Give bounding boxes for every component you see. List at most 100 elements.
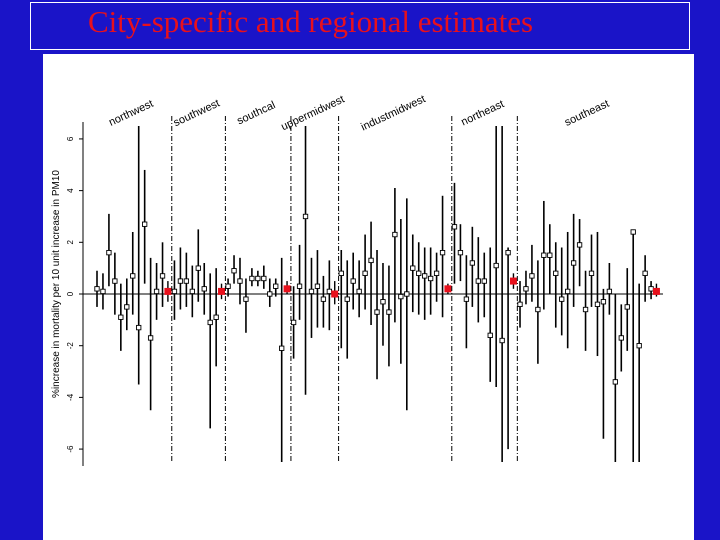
city-estimate (451, 224, 458, 230)
city-estimate (94, 286, 100, 292)
city-estimate (308, 288, 315, 295)
city-estimate (475, 278, 481, 284)
city-estimate (606, 288, 613, 295)
city-estimate (159, 273, 166, 279)
city-estimate (267, 291, 273, 297)
regional-estimate (164, 287, 172, 295)
city-estimate (261, 275, 267, 282)
city-estimate (380, 299, 386, 305)
city-estimate (570, 260, 577, 266)
city-estimate (642, 270, 648, 276)
city-estimate (523, 286, 529, 292)
city-estimate (505, 249, 511, 256)
city-estimate (648, 286, 654, 292)
city-estimate (356, 288, 362, 295)
city-estimate (618, 335, 624, 341)
city-estimate (279, 345, 285, 351)
city-estimate (118, 314, 124, 320)
regional-estimate (444, 285, 452, 293)
y-tick-label: -4 (66, 393, 75, 401)
city-estimate (594, 301, 601, 307)
city-estimate (481, 278, 487, 284)
region-label-northwest: northwest (107, 98, 155, 129)
city-estimate (142, 221, 148, 227)
city-estimate (553, 270, 559, 276)
city-estimate (350, 278, 356, 284)
city-estimate (112, 278, 118, 284)
city-estimate (612, 379, 618, 385)
city-estimate (255, 275, 261, 282)
city-estimate (487, 332, 493, 339)
forest-plot: %increase in mortality per 10 unit incre… (51, 93, 663, 466)
city-estimate (189, 288, 195, 295)
city-estimate (207, 319, 213, 326)
city-estimate (541, 252, 547, 258)
city-estimate (296, 283, 303, 289)
y-tick-label: 0 (66, 291, 75, 296)
city-estimate (439, 249, 446, 256)
city-estimate (153, 288, 160, 295)
city-estimate (410, 265, 416, 271)
city-estimate (344, 296, 350, 302)
city-estimate (565, 288, 571, 295)
regional-estimate (331, 290, 339, 298)
city-estimate (171, 288, 178, 295)
y-tick-label: 2 (66, 240, 75, 245)
city-estimate (398, 293, 404, 300)
city-estimate (588, 270, 595, 276)
city-estimate (326, 288, 333, 295)
region-label-southeast: southeast (563, 98, 611, 129)
city-estimate (231, 268, 237, 274)
city-estimate (368, 257, 374, 264)
city-estimate (422, 273, 428, 279)
regional-estimate (283, 285, 291, 293)
city-estimate (457, 249, 464, 256)
city-estimate (499, 337, 505, 344)
city-estimate (106, 249, 112, 256)
city-estimate (273, 283, 279, 289)
city-estimate (416, 270, 422, 276)
city-estimate (249, 275, 255, 282)
city-estimate (147, 335, 154, 341)
y-axis-label: %increase in mortality per 10 unit incre… (51, 170, 62, 398)
city-estimate (302, 213, 309, 220)
city-estimate (600, 299, 607, 305)
city-estimate (374, 309, 380, 315)
city-estimate (177, 278, 184, 284)
y-tick-label: 6 (66, 136, 75, 141)
city-estimate (362, 270, 368, 276)
region-label-southwest: southwest (172, 97, 222, 129)
city-estimate (100, 288, 106, 295)
region-label-northeast: northeast (459, 98, 506, 128)
city-estimate (576, 242, 583, 248)
city-estimate (630, 229, 636, 235)
city-estimate (320, 296, 327, 302)
region-label-southcal: southcal (235, 99, 277, 127)
city-estimate (547, 252, 553, 258)
city-estimate (213, 314, 219, 320)
city-estimate (314, 283, 321, 289)
city-estimate (433, 270, 440, 276)
city-estimate (535, 306, 541, 313)
city-estimate (582, 306, 589, 313)
city-estimate (195, 265, 201, 271)
regional-estimate (509, 277, 517, 285)
city-estimate (636, 343, 642, 349)
city-estimate (463, 296, 470, 302)
city-estimate (517, 301, 523, 307)
title-bar (30, 2, 690, 50)
y-tick-label: 4 (66, 188, 75, 193)
city-estimate (427, 275, 434, 282)
regional-estimate (652, 287, 660, 295)
city-estimate (290, 319, 297, 326)
regional-estimate (218, 287, 226, 295)
city-estimate (136, 324, 142, 331)
city-estimate (225, 283, 231, 289)
city-estimate (201, 286, 207, 292)
y-tick-label: -2 (66, 342, 75, 350)
city-estimate (404, 291, 410, 297)
city-estimate (338, 270, 344, 276)
region-label-uppermidwest: uppermidwest (279, 93, 346, 133)
city-estimate (237, 278, 243, 284)
city-estimate (130, 273, 136, 279)
